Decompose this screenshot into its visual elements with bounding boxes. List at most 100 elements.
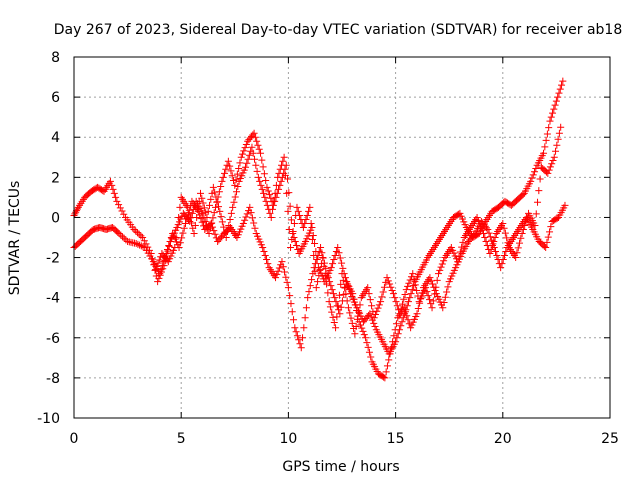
track-a-point (253, 137, 261, 145)
track-a-point (547, 113, 555, 121)
track-a-point (188, 209, 196, 217)
track-a-point (113, 197, 121, 205)
track-b-point (183, 215, 191, 223)
track-b-point (542, 244, 550, 252)
track-c-point (400, 295, 408, 303)
track-b-point (246, 203, 254, 211)
track-c-point (323, 280, 331, 288)
track-b-point (439, 304, 447, 312)
track-c-point (434, 270, 442, 278)
track-a-point (260, 170, 268, 178)
track-a-point (308, 223, 316, 231)
track-a-point (251, 133, 259, 141)
track-a-point (527, 177, 535, 185)
track-c-point (343, 297, 351, 305)
track-c-point (278, 161, 286, 169)
y-tick-label: -2 (46, 251, 60, 267)
track-b-point (390, 332, 398, 340)
track-c-point (404, 282, 412, 290)
track-c-point (287, 244, 295, 252)
track-b-point (400, 304, 408, 312)
x-tick-label: 20 (494, 431, 512, 447)
track-a-point (115, 201, 123, 209)
track-c-point (251, 155, 259, 163)
track-b-point (115, 229, 123, 237)
track-b-point (296, 340, 304, 348)
track-c-point (531, 221, 539, 229)
track-c-point (352, 323, 360, 331)
track-c-point (172, 234, 180, 241)
track-b-point (297, 344, 305, 352)
track-c-point (544, 169, 552, 177)
track-c-point (368, 302, 376, 310)
data-points (70, 77, 569, 382)
track-b-point (176, 239, 184, 247)
track-c-point (552, 147, 560, 155)
track-c-point (393, 302, 401, 310)
track-b-point (328, 286, 336, 294)
track-a-point (109, 185, 117, 193)
track-a-point (71, 210, 79, 218)
track-b-point (385, 356, 393, 364)
track-a-point (139, 234, 147, 241)
track-b-point (197, 215, 205, 223)
track-c-point (263, 201, 271, 209)
track-b-point (349, 290, 357, 298)
track-b-point (282, 273, 290, 281)
track-c-point (154, 259, 162, 267)
track-c-point (413, 286, 421, 294)
track-c-point (171, 244, 179, 252)
track-b-point (337, 303, 345, 311)
track-b-point (483, 224, 491, 232)
track-c-point (316, 266, 324, 274)
track-b-point (292, 328, 300, 336)
track-b-point (132, 240, 140, 248)
track-a-point (219, 173, 227, 181)
track-c-point (229, 203, 237, 211)
track-a-point (226, 162, 234, 170)
x-tick-label: 5 (177, 431, 186, 447)
track-a-point (236, 159, 244, 167)
track-c-point (411, 281, 419, 289)
track-c-point (532, 210, 540, 218)
track-a-point (235, 165, 243, 173)
track-b-point (166, 238, 174, 246)
track-b-point (305, 288, 313, 296)
track-b-point (440, 298, 448, 306)
track-c-point (285, 225, 293, 233)
track-b-point (272, 274, 280, 282)
track-c-point (370, 314, 378, 322)
track-c-point (477, 223, 485, 231)
track-a-point (218, 177, 226, 185)
track-c-point (356, 301, 364, 309)
track-c-point (275, 169, 283, 177)
track-c-point (253, 167, 261, 175)
track-c-point (211, 188, 219, 196)
track-a-point (222, 165, 230, 173)
track-c-point (402, 286, 410, 294)
track-b-point (273, 270, 281, 278)
track-c-point (284, 207, 292, 215)
track-c-point (176, 203, 184, 211)
track-c-point (351, 330, 359, 338)
track-c-point (429, 297, 437, 305)
track-b-point (308, 276, 316, 284)
track-c-point (299, 223, 307, 231)
track-c-point (482, 238, 490, 246)
track-c-point (476, 220, 484, 228)
track-b-point (383, 362, 391, 370)
track-a-point (546, 117, 554, 125)
track-b-point (313, 256, 321, 264)
track-c-point (328, 308, 336, 316)
track-a-point (293, 242, 301, 250)
track-a-point (554, 93, 562, 101)
track-c-point (409, 270, 417, 278)
track-a-point (212, 203, 220, 211)
track-c-point (215, 203, 223, 211)
track-c-point (252, 161, 260, 169)
track-a-point (555, 89, 563, 97)
track-a-point (116, 204, 124, 212)
track-c-point (557, 123, 565, 131)
track-b-point (117, 231, 125, 239)
track-b-point (279, 263, 287, 271)
